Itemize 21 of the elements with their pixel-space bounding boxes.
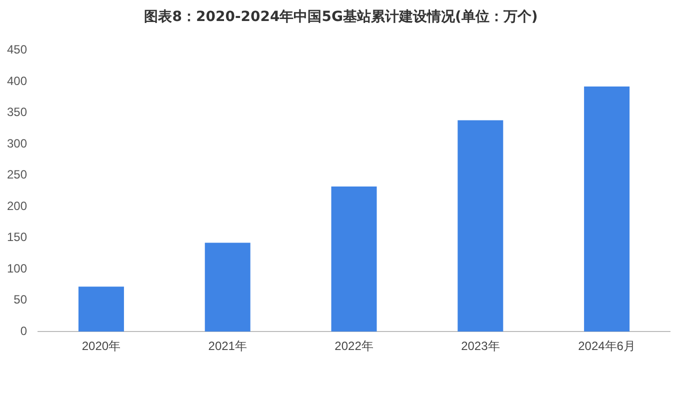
x-tick-label: 2024年6月 — [578, 339, 636, 354]
y-tick-label: 50 — [14, 292, 28, 307]
bar — [78, 286, 124, 332]
y-tick-label: 100 — [6, 261, 28, 276]
y-tick-label: 400 — [6, 74, 28, 88]
y-tick-label: 450 — [6, 42, 28, 57]
bar — [204, 242, 250, 332]
bar — [331, 186, 377, 332]
y-tick-label: 150 — [6, 230, 28, 244]
y-tick-label: 250 — [6, 168, 28, 182]
chart-title: 图表8：2020-2024年中国5G基站累计建设情况(单位：万个) — [143, 8, 539, 26]
y-tick-label: 0 — [20, 324, 28, 338]
y-tick-label: 350 — [6, 105, 28, 120]
x-tick-label: 2023年 — [461, 339, 500, 354]
bar — [584, 86, 630, 332]
y-tick-label: 200 — [6, 198, 28, 213]
x-tick-label: 2020年 — [82, 339, 121, 354]
x-tick-label: 2021年 — [208, 339, 247, 354]
y-tick-label: 300 — [6, 136, 28, 150]
bar — [458, 120, 504, 332]
x-tick-label: 2022年 — [334, 339, 374, 354]
